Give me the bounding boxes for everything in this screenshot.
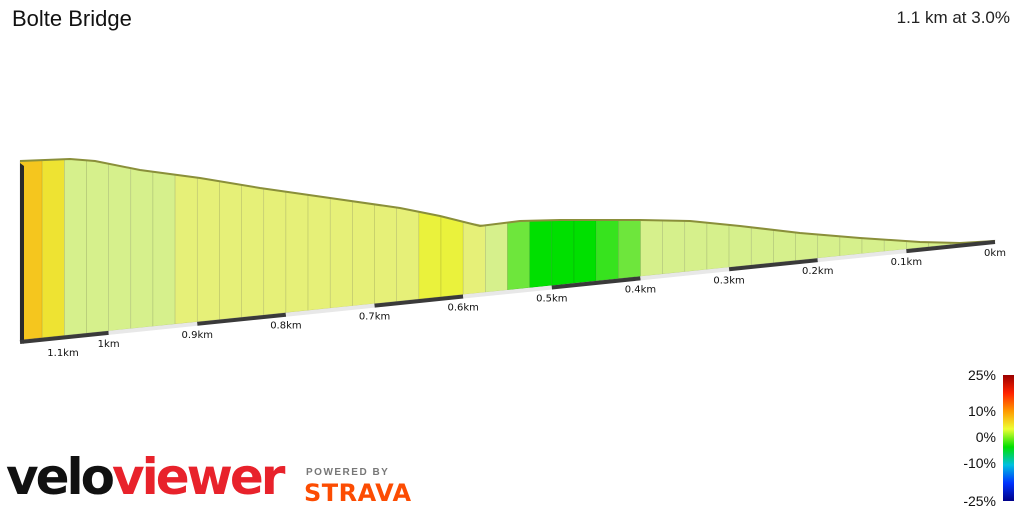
- grade-segment: [285, 191, 309, 314]
- profile-segments: [19, 158, 996, 341]
- grade-segment: [152, 171, 176, 327]
- grade-segment: [617, 219, 641, 279]
- grade-segment: [130, 167, 154, 329]
- grade-segment: [640, 219, 663, 277]
- distance-band: [19, 330, 109, 344]
- grade-segment: [440, 215, 464, 298]
- grade-color-scale: [1003, 375, 1014, 501]
- distance-tick-label: 0km: [984, 248, 1006, 259]
- grade-segment: [485, 222, 508, 293]
- grade-segment: [662, 220, 686, 275]
- distance-tick-label: 0.4km: [625, 284, 656, 295]
- grade-scale-labels: 25% 10% 0% -10% -25%: [963, 367, 996, 509]
- distance-band: [285, 303, 375, 317]
- grade-segment: [839, 235, 863, 257]
- grade-segment: [706, 222, 730, 270]
- grade-tick-label: 0%: [976, 429, 996, 445]
- distance-tick-label: 0.6km: [447, 303, 478, 314]
- distance-tick-labels: 1.1km 1km 0.9km 0.8km 0.7km 0.6km 0.5km 0.4km 0.…: [47, 248, 1006, 359]
- grade-segment: [374, 204, 398, 304]
- distance-band: [551, 276, 641, 290]
- grade-segment: [462, 221, 486, 295]
- grade-segment: [861, 237, 885, 254]
- strava-logo: STRAVA: [304, 479, 412, 507]
- grade-segment: [418, 211, 442, 300]
- profile-side-face: [20, 163, 24, 344]
- grade-tick-label: -10%: [963, 455, 996, 471]
- distance-tick-label: 0.7km: [359, 312, 390, 323]
- grade-segment: [241, 184, 265, 318]
- distance-band: [817, 249, 907, 263]
- distance-tick-label: 0.3km: [713, 275, 744, 286]
- distance-band: [640, 267, 730, 281]
- grade-segment: [396, 207, 420, 302]
- grade-segment: [529, 219, 553, 289]
- grade-segment: [684, 220, 708, 273]
- grade-segment: [507, 220, 530, 291]
- grade-segment: [551, 219, 575, 286]
- distance-band: [197, 312, 287, 326]
- grade-segment: [174, 174, 198, 325]
- grade-segment: [108, 163, 132, 332]
- grade-segment: [817, 234, 841, 259]
- logo-viewer: viewer: [112, 448, 285, 506]
- grade-segment: [795, 232, 819, 261]
- grade-segment: [573, 219, 597, 284]
- distance-band: [906, 240, 996, 254]
- grade-segment: [219, 180, 242, 320]
- veloviewer-logo: veloviewer: [6, 452, 285, 502]
- grade-segment: [41, 158, 65, 339]
- grade-segment: [329, 197, 353, 309]
- logo-velo: velo: [6, 448, 115, 506]
- distance-tick-label: 0.9km: [182, 330, 213, 341]
- powered-by-label: POWERED BY: [306, 467, 390, 478]
- grade-segment: [352, 200, 375, 307]
- grade-tick-label: -25%: [963, 493, 996, 509]
- grade-tick-label: 10%: [968, 403, 996, 419]
- profile-outline: [19, 157, 996, 245]
- grade-segment: [307, 194, 331, 311]
- page-title: Bolte Bridge: [12, 6, 132, 31]
- distance-band: [374, 294, 464, 308]
- distance-tick-label: 1km: [98, 339, 120, 350]
- profile-top-edge: [19, 157, 996, 245]
- grade-segment: [196, 177, 220, 323]
- distance-band: [108, 321, 198, 335]
- distance-band: [728, 258, 818, 272]
- distance-axis: [19, 240, 996, 344]
- grade-segment: [263, 188, 287, 316]
- profile-end-face: [20, 163, 24, 344]
- grade-segment: [86, 159, 109, 334]
- distance-tick-label: 1.1km: [47, 348, 78, 359]
- grade-segment: [750, 226, 774, 266]
- grade-tick-label: 25%: [968, 367, 996, 383]
- grade-segment: [773, 229, 796, 264]
- distance-band: [462, 285, 553, 299]
- distance-tick-label: 0.2km: [802, 266, 833, 277]
- distance-tick-label: 0.1km: [891, 257, 922, 268]
- distance-tick-label: 0.5km: [536, 293, 567, 304]
- grade-segment: [728, 224, 752, 268]
- grade-segment: [595, 219, 619, 282]
- grade-segment: [64, 158, 87, 336]
- segment-summary: 1.1 km at 3.0%: [896, 8, 1010, 27]
- distance-tick-label: 0.8km: [270, 321, 301, 332]
